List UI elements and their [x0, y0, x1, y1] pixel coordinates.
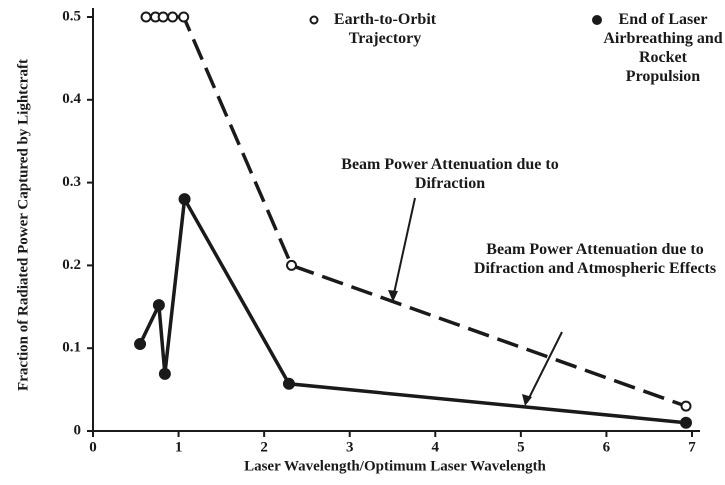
y-tick-label: 0.1 [62, 340, 81, 356]
arrow [392, 197, 416, 299]
x-axis-label: Laser Wavelength/Optimum Laser Wavelengt… [244, 458, 546, 474]
y-tick-label: 0.2 [62, 257, 81, 273]
y-tick-label: 0 [74, 422, 82, 438]
x-tick-label: 1 [175, 439, 183, 455]
arrow-head [522, 394, 532, 406]
data-point [680, 416, 693, 429]
legend-marker [309, 15, 319, 25]
x-tick-label: 4 [432, 439, 440, 455]
x-tick-label: 0 [89, 439, 97, 455]
x-tick-label: 5 [517, 439, 525, 455]
arrow-head [388, 290, 398, 302]
x-tick-label: 7 [688, 439, 696, 455]
y-tick-label: 0.3 [62, 174, 81, 190]
y-axis-label: Fraction of Radiated Power Captured by L… [15, 59, 31, 391]
data-point [158, 367, 171, 380]
data-point [178, 11, 190, 23]
data-point [157, 11, 169, 23]
x-tick-label: 2 [260, 439, 268, 455]
x-tick-label: 6 [603, 439, 611, 455]
series-line [138, 193, 687, 425]
legend-label: End of Laser Airbreathing and Rocket Pro… [603, 11, 723, 85]
data-point [140, 11, 152, 23]
arrow [526, 331, 563, 403]
data-point [286, 259, 298, 271]
legend-label: Earth-to-Orbit Trajectory [333, 11, 437, 47]
data-point [167, 11, 179, 23]
legend-marker [592, 15, 602, 25]
data-point [282, 377, 295, 390]
y-tick-label: 0.4 [62, 91, 81, 107]
y-tick-label: 0.5 [62, 8, 81, 24]
annotation: Beam Power Attenuation due to Difraction… [473, 241, 717, 277]
data-point [152, 299, 165, 312]
annotation: Beam Power Attenuation due to Difraction [341, 156, 559, 192]
x-tick-label: 3 [346, 439, 354, 455]
data-point [178, 193, 191, 206]
data-point [680, 400, 692, 412]
data-point [134, 338, 147, 351]
